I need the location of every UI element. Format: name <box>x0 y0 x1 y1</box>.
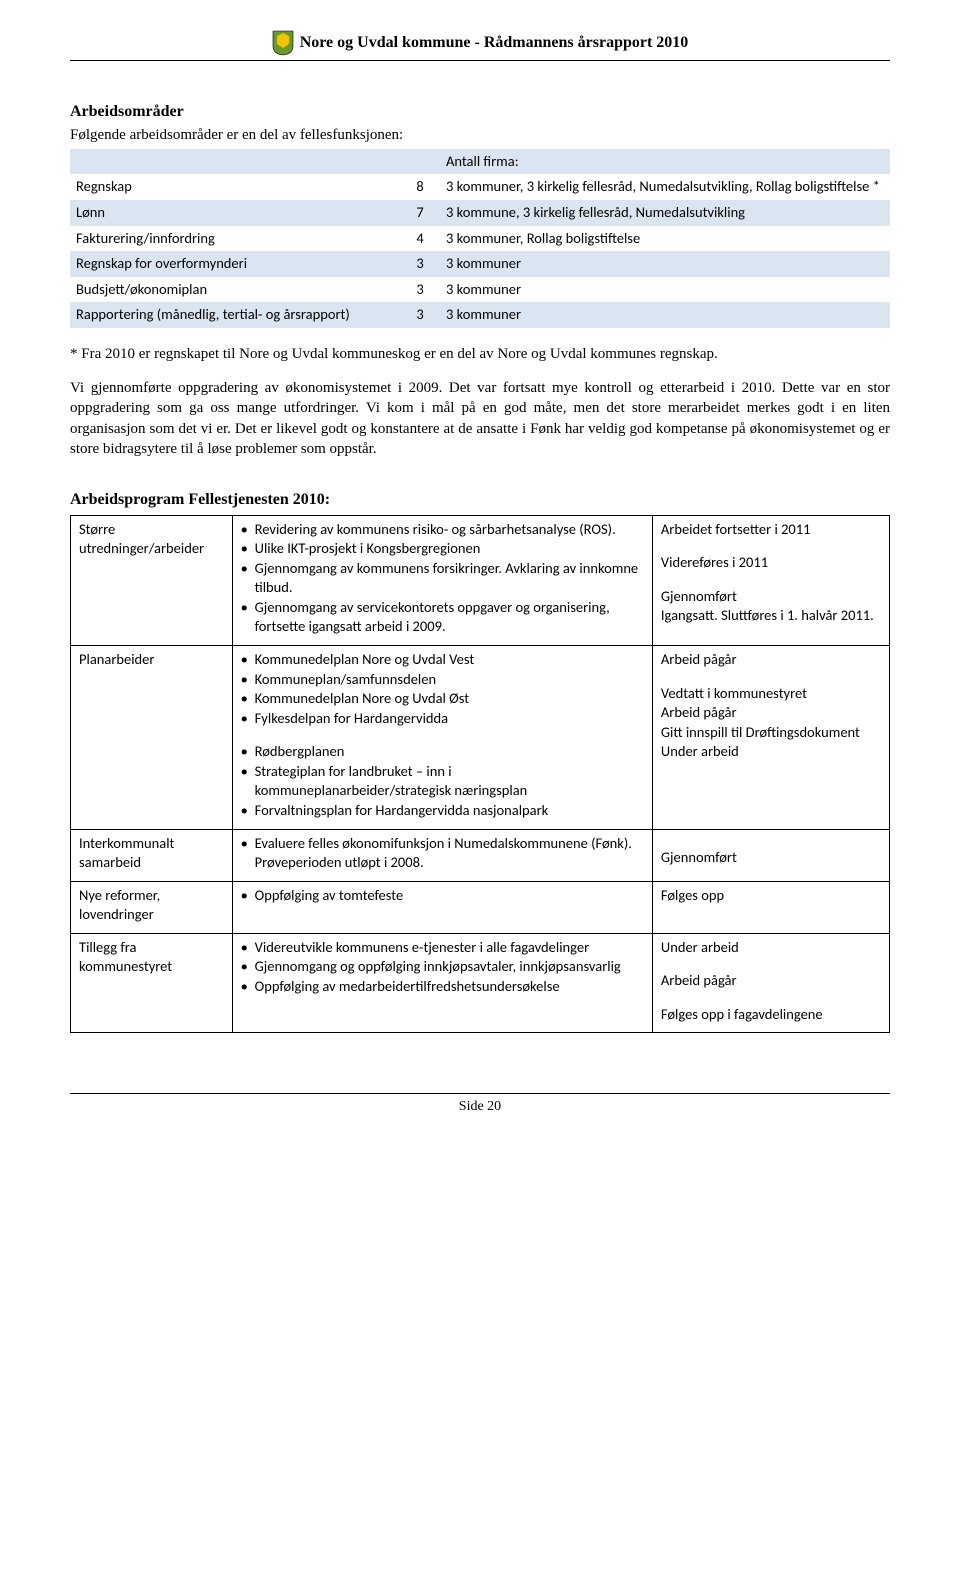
table-cell: Regnskap <box>70 174 400 200</box>
status-line: Arbeidet fortsetter i 2011 <box>661 520 881 540</box>
list-item: Ulike IKT-prosjekt i Kongsbergregionen <box>241 539 644 559</box>
program-row: Interkommunalt samarbeid Evaluere felles… <box>71 829 890 881</box>
program-row: Nye reformer, lovendringer Oppfølging av… <box>71 881 890 933</box>
table-cell: Fakturering/innfordring <box>70 226 400 252</box>
table-cell: 3 kommuner <box>440 251 890 277</box>
page-number: Side 20 <box>70 1094 890 1117</box>
table-cell: 3 kommuner, Rollag boligstiftelse <box>440 226 890 252</box>
program-status: Følges opp <box>652 881 889 933</box>
table-cell: 3 <box>400 302 440 328</box>
list-item: Gjennomgang av kommunens forsikringer. A… <box>241 559 644 598</box>
table-header-row: Antall firma: <box>70 149 890 175</box>
status-line: Videreføres i 2011 <box>661 553 881 573</box>
header-title: Nore og Uvdal kommune - Rådmannens årsra… <box>300 32 689 54</box>
arbeidsomrader-table: Antall firma: Regnskap 8 3 kommuner, 3 k… <box>70 149 890 328</box>
program-status: Gjennomført <box>652 829 889 881</box>
section-heading-arbeidsomrader: Arbeidsområder <box>70 101 890 123</box>
table-cell <box>70 149 400 175</box>
list-item: Oppfølging av medarbeidertilfredshetsund… <box>241 977 644 997</box>
footnote: * Fra 2010 er regnskapet til Nore og Uvd… <box>70 344 890 364</box>
program-status: Under arbeid Arbeid pågår Følges opp i f… <box>652 933 889 1033</box>
program-row: Tillegg fra kommunestyret Videreutvikle … <box>71 933 890 1033</box>
section-intro: Følgende arbeidsområder er en del av fel… <box>70 125 890 145</box>
table-row: Budsjett/økonomiplan 3 3 kommuner <box>70 277 890 303</box>
municipality-logo <box>272 30 294 56</box>
program-row: Planarbeider Kommunedelplan Nore og Uvda… <box>71 646 890 830</box>
program-items: Evaluere felles økonomifunksjon i Numeda… <box>232 829 652 881</box>
table-cell <box>400 149 440 175</box>
status-line: Igangsatt. Sluttføres i 1. halvår 2011. <box>661 606 881 626</box>
status-line: Vedtatt i kommunestyret <box>661 684 881 704</box>
status-line: Følges opp <box>661 886 881 906</box>
body-paragraph: Vi gjennomførte oppgradering av økonomis… <box>70 378 890 459</box>
header-divider <box>70 60 890 61</box>
status-line: Under arbeid <box>661 938 881 958</box>
page-header: Nore og Uvdal kommune - Rådmannens årsra… <box>70 30 890 60</box>
table-row: Fakturering/innfordring 4 3 kommuner, Ro… <box>70 226 890 252</box>
table-cell: 3 kommuner, 3 kirkelig fellesråd, Numeda… <box>440 174 890 200</box>
program-items: Videreutvikle kommunens e-tjenester i al… <box>232 933 652 1033</box>
table-cell: 3 <box>400 277 440 303</box>
table-cell: Rapportering (månedlig, tertial- og årsr… <box>70 302 400 328</box>
list-item: Kommunedelplan Nore og Uvdal Vest <box>241 650 644 670</box>
program-items: Kommunedelplan Nore og Uvdal Vest Kommun… <box>232 646 652 830</box>
table-cell: 3 kommuner <box>440 277 890 303</box>
program-category: Planarbeider <box>71 646 233 830</box>
status-line: Gjennomført <box>661 587 881 607</box>
list-item: Revidering av kommunens risiko- og sårba… <box>241 520 644 540</box>
table-cell: Regnskap for overformynderi <box>70 251 400 277</box>
list-item: Gjennomgang og oppfølging innkjøpsavtale… <box>241 957 644 977</box>
status-line: Gitt innspill til Drøftingsdokument <box>661 723 881 743</box>
list-item: Evaluere felles økonomifunksjon i Numeda… <box>241 834 644 873</box>
table-cell: 8 <box>400 174 440 200</box>
program-category: Nye reformer, lovendringer <box>71 881 233 933</box>
table-row: Rapportering (månedlig, tertial- og årsr… <box>70 302 890 328</box>
table-cell: Budsjett/økonomiplan <box>70 277 400 303</box>
program-status: Arbeidet fortsetter i 2011 Videreføres i… <box>652 515 889 645</box>
table-cell: Antall firma: <box>440 149 890 175</box>
table-cell: 7 <box>400 200 440 226</box>
section-heading-arbeidsprogram: Arbeidsprogram Fellestjenesten 2010: <box>70 489 890 511</box>
status-line: Arbeid pågår <box>661 703 881 723</box>
program-row: Større utredninger/arbeider Revidering a… <box>71 515 890 645</box>
list-item: Forvaltningsplan for Hardangervidda nasj… <box>241 801 644 821</box>
table-row: Lønn 7 3 kommune, 3 kirkelig fellesråd, … <box>70 200 890 226</box>
program-category: Interkommunalt samarbeid <box>71 829 233 881</box>
status-line: Arbeid pågår <box>661 650 881 670</box>
list-item: Gjennomgang av servicekontorets oppgaver… <box>241 598 644 637</box>
list-item: Kommunedelplan Nore og Uvdal Øst <box>241 689 644 709</box>
table-cell: Lønn <box>70 200 400 226</box>
status-line: Gjennomført <box>661 848 881 868</box>
table-cell: 3 kommune, 3 kirkelig fellesråd, Numedal… <box>440 200 890 226</box>
table-row: Regnskap 8 3 kommuner, 3 kirkelig felles… <box>70 174 890 200</box>
table-cell: 3 <box>400 251 440 277</box>
program-category: Større utredninger/arbeider <box>71 515 233 645</box>
list-item: Fylkesdelpan for Hardangervidda <box>241 709 644 729</box>
list-item: Oppfølging av tomtefeste <box>241 886 644 906</box>
list-item: Strategiplan for landbruket – inn i komm… <box>241 762 644 801</box>
table-row: Regnskap for overformynderi 3 3 kommuner <box>70 251 890 277</box>
program-items: Revidering av kommunens risiko- og sårba… <box>232 515 652 645</box>
program-category: Tillegg fra kommunestyret <box>71 933 233 1033</box>
status-line: Arbeid pågår <box>661 971 881 991</box>
arbeidsprogram-table: Større utredninger/arbeider Revidering a… <box>70 515 890 1034</box>
program-items: Oppfølging av tomtefeste <box>232 881 652 933</box>
status-line: Under arbeid <box>661 742 881 762</box>
list-item: Rødbergplanen <box>241 742 644 762</box>
program-status: Arbeid pågår Vedtatt i kommunestyret Arb… <box>652 646 889 830</box>
table-cell: 4 <box>400 226 440 252</box>
list-item: Videreutvikle kommunens e-tjenester i al… <box>241 938 644 958</box>
list-item: Kommuneplan/samfunnsdelen <box>241 670 644 690</box>
status-line: Følges opp i fagavdelingene <box>661 1005 881 1025</box>
table-cell: 3 kommuner <box>440 302 890 328</box>
